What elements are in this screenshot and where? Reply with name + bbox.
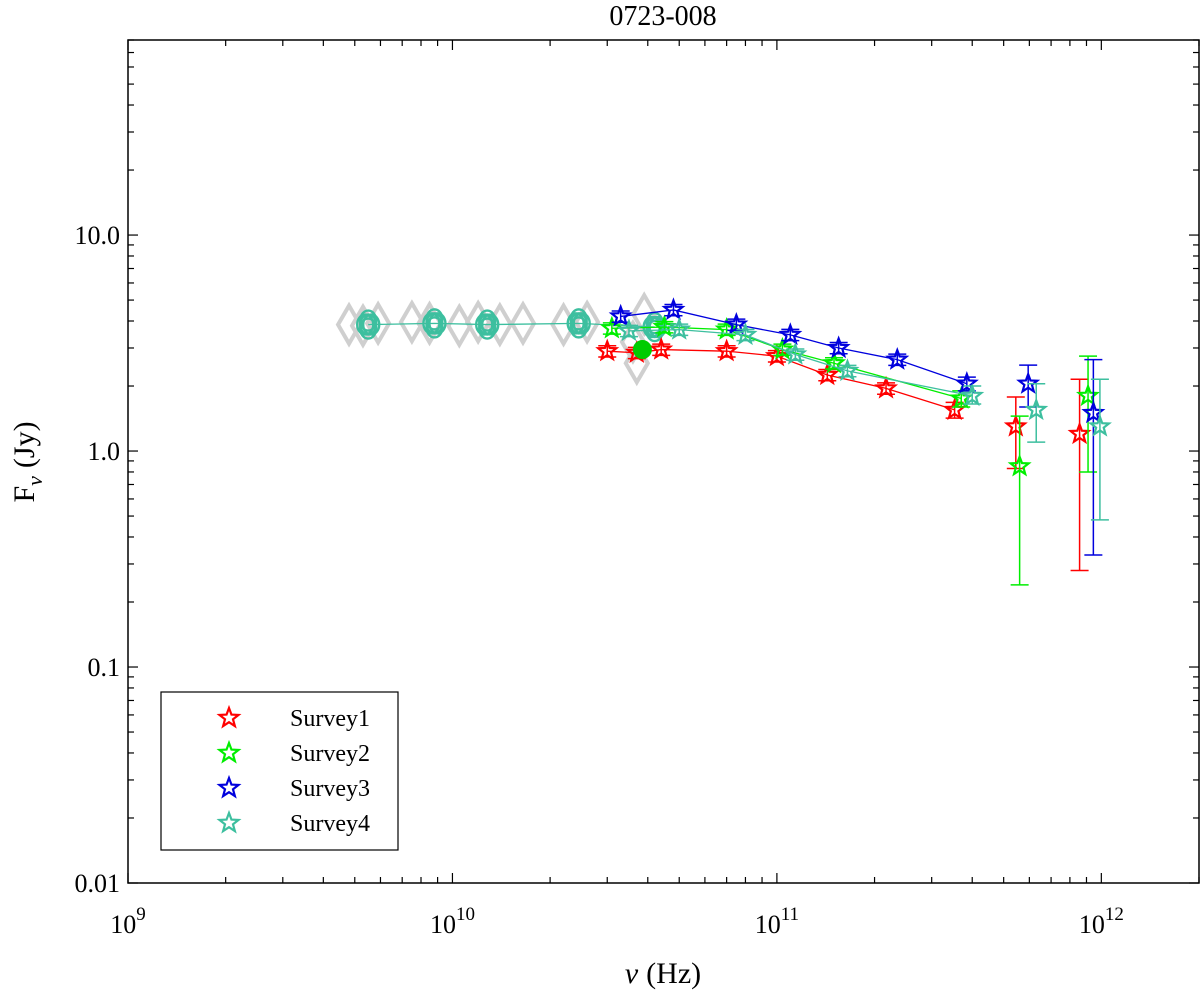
star-point-survey4	[960, 383, 985, 407]
star-point-survey3	[885, 346, 910, 370]
chart-title: 0723-008	[609, 1, 716, 32]
star-point-survey3	[778, 322, 803, 346]
x-tick-label: 1010	[430, 904, 475, 939]
star-point-survey1	[815, 362, 840, 386]
star-point-survey3	[826, 335, 851, 359]
star-point-survey1	[874, 375, 899, 399]
star-point-survey4	[835, 358, 860, 382]
gray-diamond-point	[398, 299, 426, 346]
legend-label-survey1: Survey1	[290, 706, 370, 732]
legend-star-survey4	[216, 809, 242, 834]
legend-label-survey3: Survey3	[290, 776, 370, 802]
y-axis-symbol: F	[8, 486, 41, 503]
circle-point	[569, 308, 588, 331]
circle-point	[362, 313, 381, 336]
x-tick-label: 1011	[755, 904, 799, 939]
legend-label-survey2: Survey2	[290, 741, 370, 767]
y-tick-label: 10.0	[75, 221, 121, 250]
circle-point	[425, 316, 444, 339]
circle-point	[478, 309, 497, 332]
y-axis-subscript: ν	[22, 476, 47, 486]
circle-point	[478, 317, 497, 340]
x-axis-symbol: ν	[625, 957, 639, 990]
star-point-survey4	[616, 318, 641, 342]
star-point-survey3	[608, 303, 633, 327]
legend-label-survey4: Survey4	[290, 811, 370, 837]
x-axis-unit: (Hz)	[646, 957, 701, 990]
star-point-survey4	[667, 316, 692, 340]
data-layer	[335, 291, 1112, 586]
green-dot-point	[632, 340, 652, 360]
circle-point	[428, 312, 447, 335]
y-tick-label: 0.01	[75, 869, 121, 898]
circle-point	[359, 309, 378, 332]
star-point-survey1	[595, 338, 620, 362]
star-point-survey3	[661, 297, 686, 321]
star-point-survey4	[733, 322, 758, 346]
star-point-survey1	[649, 336, 674, 360]
star-point-survey4	[1087, 413, 1112, 437]
legend-star-survey2	[216, 739, 242, 764]
circle-point	[425, 308, 444, 331]
star-point-survey1	[1003, 413, 1028, 437]
star-point-survey3	[724, 311, 749, 335]
x-axis-title: ν (Hz)	[625, 957, 701, 990]
star-point-survey1	[1067, 421, 1092, 445]
star-point-survey2	[1076, 383, 1101, 407]
star-point-survey4	[783, 341, 808, 365]
legend-star-survey1	[216, 704, 242, 729]
legend-box	[160, 691, 399, 851]
star-point-survey2	[1007, 453, 1032, 477]
axis-ticks	[127, 39, 1200, 884]
circle-point	[359, 317, 378, 340]
y-tick-labels: 0.01 0.1 1.0 10.0	[75, 221, 121, 898]
y-tick-label: 1.0	[88, 437, 121, 466]
legend: Survey1 Survey2 Survey3 Survey4	[160, 691, 399, 851]
legend-star-survey3	[216, 774, 242, 799]
y-axis-unit: (Jy)	[8, 421, 41, 468]
star-point-survey3	[1016, 371, 1041, 394]
series-line-survey4	[628, 328, 973, 397]
star-point-survey2	[599, 315, 624, 339]
y-tick-label: 0.1	[88, 653, 121, 682]
star-point-survey1	[714, 338, 739, 362]
circle-point	[481, 313, 500, 336]
gray-diamond-point	[619, 318, 647, 365]
circle-point	[572, 312, 591, 335]
star-point-survey4	[1024, 397, 1049, 421]
circle-point	[569, 316, 588, 339]
x-tick-label: 1012	[1079, 904, 1124, 939]
gray-diamond-point	[509, 300, 537, 347]
x-tick-labels: 109 1010 1011 1012	[110, 904, 1124, 939]
y-axis-title: Fν (Jy)	[8, 421, 47, 502]
star-point-survey3	[954, 371, 979, 394]
x-tick-label: 109	[110, 904, 146, 939]
